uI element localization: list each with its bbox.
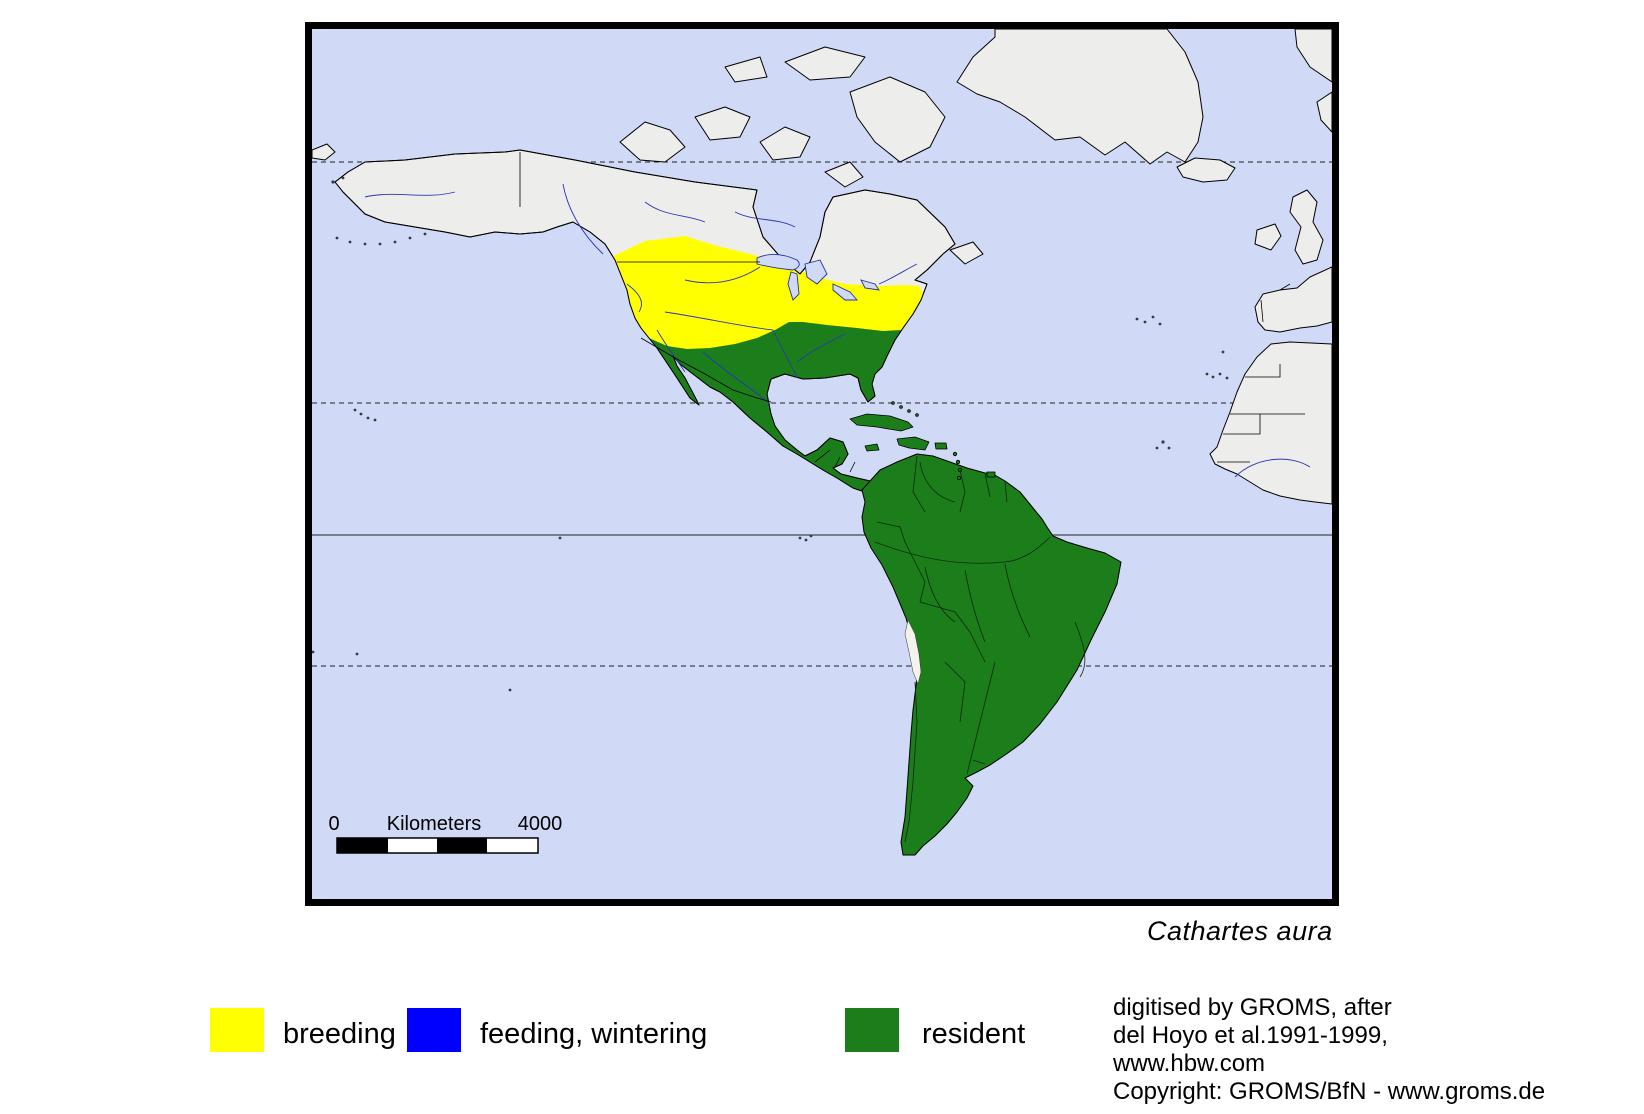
breeding-swatch	[210, 1008, 264, 1052]
scandinavia	[1294, 29, 1332, 133]
borders	[519, 152, 1305, 473]
jamaica	[864, 443, 880, 452]
attribution-line: www.hbw.com	[1113, 1050, 1266, 1077]
lake-ontario	[860, 279, 880, 291]
resident-label: resident	[922, 1018, 1026, 1050]
scale-zero-label: 0	[328, 813, 339, 835]
scale-unit-label: Kilometers	[387, 813, 481, 835]
british-isles	[1254, 189, 1324, 265]
species-title: Cathartes aura	[1147, 916, 1333, 946]
attribution-line: Copyright: GROMS/BfN - www.groms.de	[1113, 1078, 1546, 1105]
attribution-line: digitised by GROMS, after	[1113, 994, 1392, 1021]
south-america-rivers-borders	[874, 455, 1086, 843]
breeding-range	[605, 236, 927, 349]
great-lakes	[756, 254, 880, 301]
africa	[1209, 341, 1332, 505]
europe	[1254, 266, 1332, 333]
map-border	[305, 22, 1339, 906]
lake-michigan	[787, 271, 800, 301]
us-mexico-border	[640, 337, 772, 403]
range-map: 0 Kilometers 4000	[305, 22, 1339, 906]
graticule	[312, 161, 1332, 667]
siberia-fragment	[312, 143, 336, 161]
breeding-label: breeding	[283, 1018, 396, 1050]
resident-swatch	[845, 1008, 899, 1052]
caribbean-islands	[849, 401, 996, 481]
attribution-line: del Hoyo et al.1991-1999,	[1113, 1022, 1388, 1049]
greenland	[956, 29, 1204, 165]
puerto-rico	[934, 442, 948, 450]
cuba	[849, 413, 914, 432]
rivers	[364, 183, 1311, 478]
lake-huron	[804, 259, 828, 285]
hispaniola	[896, 436, 930, 451]
scale-max-label: 4000	[518, 813, 563, 835]
lake-superior	[756, 254, 800, 271]
attribution: digitised by GROMS, after del Hoyo et al…	[1113, 994, 1545, 1106]
small-islands	[312, 176, 1229, 692]
iceland	[1176, 157, 1236, 183]
north-america-coastline	[334, 149, 956, 493]
lake-erie	[832, 283, 858, 301]
scale-bar: 0 Kilometers 4000	[328, 813, 563, 854]
range-map-frame: 0 Kilometers 4000	[305, 22, 1339, 906]
feeding-wintering-label: feeding, wintering	[480, 1018, 708, 1050]
andes-gap	[904, 619, 922, 685]
feeding-wintering-swatch	[407, 1008, 461, 1052]
trinidad	[986, 471, 996, 478]
arctic-islands	[619, 46, 984, 265]
